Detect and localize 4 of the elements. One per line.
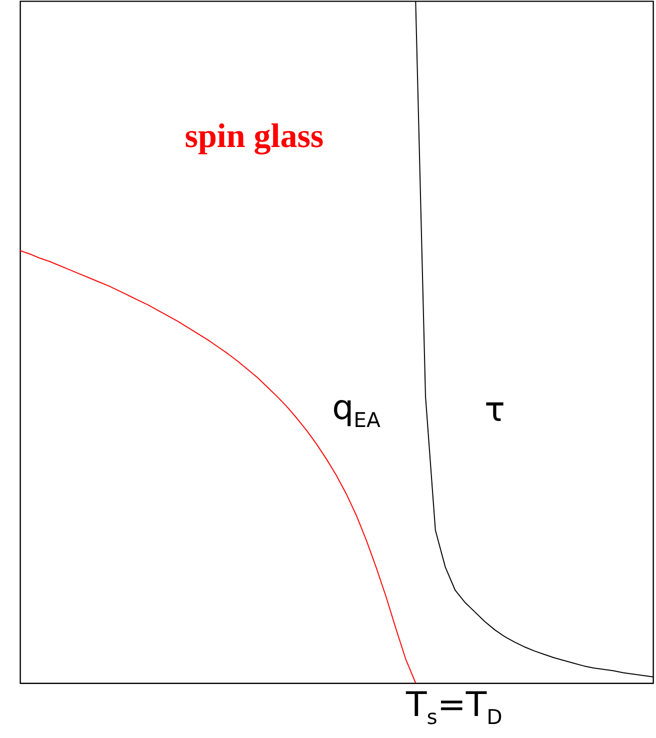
series-label: τ [484,390,505,430]
annotation: spin glass [184,118,324,156]
text: T$_{s}$=T$_{D}$ [406,685,502,729]
series-label: q$_{EA}$ [332,388,380,432]
